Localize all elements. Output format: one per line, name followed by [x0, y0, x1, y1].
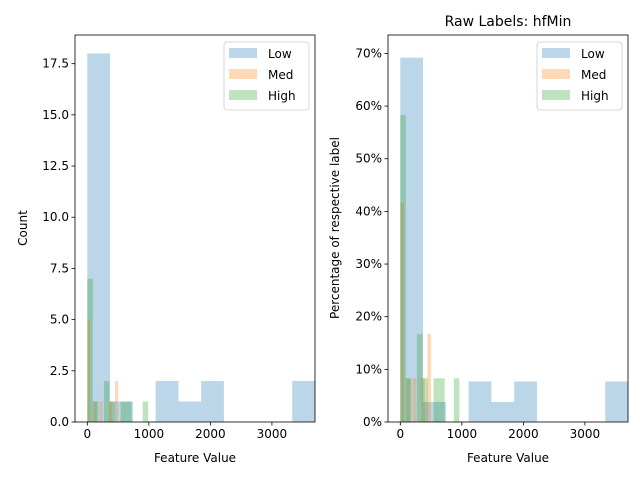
left-legend-swatch-med [229, 69, 257, 79]
left-x-tick-label-3: 3000 [257, 427, 288, 441]
right-y-tick-label-0: 0% [363, 415, 382, 429]
left-legend-swatch-low [229, 48, 257, 58]
left-y-tick-label-4: 10.0 [42, 210, 69, 224]
left-bar-high-2 [103, 381, 110, 422]
left-y-tick-label-0: 0.0 [50, 415, 69, 429]
left-bar-high-3 [109, 401, 115, 422]
right-bar-med-3 [421, 378, 425, 422]
left-bar-low-1 [110, 401, 133, 422]
left-bar-med-2 [99, 401, 103, 422]
right-legend: Low Med High [536, 41, 623, 111]
right-histogram: 0 1000 2000 3000 0% 10% 20% 30% 40% 50% 60% 70% Ra… [328, 14, 629, 465]
right-bar-high-5 [439, 378, 445, 422]
right-bar-low-0 [400, 57, 424, 422]
left-bars [87, 53, 315, 423]
right-bar-low-4 [514, 381, 537, 422]
left-legend-label-med: Med [268, 68, 293, 82]
right-x-ticks: 0 1000 2000 3000 [396, 422, 600, 441]
left-y-tick-label-6: 15.0 [42, 108, 69, 122]
left-axes-frame [74, 34, 316, 423]
right-legend-label-high: High [581, 89, 609, 103]
left-bar-low-3 [178, 401, 202, 422]
left-y-axis-label: Count [16, 210, 30, 246]
right-bar-med-2 [412, 378, 417, 422]
left-legend-label-high: High [268, 89, 296, 103]
left-bar-high-5 [126, 401, 132, 422]
right-x-tick-label-2: 2000 [508, 427, 539, 441]
right-legend-swatch-low [542, 48, 570, 58]
left-bar-med-3 [108, 401, 112, 422]
left-legend: Low Med High [223, 41, 310, 111]
right-bar-high-4 [433, 378, 440, 422]
left-bar-high-1 [92, 401, 99, 422]
right-y-tick-label-7: 70% [355, 46, 382, 60]
left-bar-med-1 [93, 401, 97, 422]
right-legend-swatch-med [542, 69, 570, 79]
left-bar-high-4 [120, 401, 127, 422]
left-y-tick-label-1: 2.5 [50, 364, 69, 378]
right-bar-high-1 [405, 378, 412, 422]
right-bar-high-2 [416, 334, 423, 422]
right-legend-swatch-high [542, 90, 570, 100]
right-x-tick-label-1: 1000 [447, 427, 478, 441]
left-bar-high-6 [142, 401, 149, 422]
left-x-tick-label-0: 0 [83, 427, 91, 441]
right-x-tick-label-0: 0 [396, 427, 404, 441]
right-y-ticks: 0% 10% 20% 30% 40% 50% 60% 70% [355, 46, 388, 429]
right-bars [400, 57, 628, 422]
left-y-tick-label-2: 5.0 [50, 313, 69, 327]
left-histogram: 0 1000 2000 3000 0.0 2.5 5.0 7.5 10.0 12.5 15.0 17… [16, 34, 316, 465]
right-x-tick-label-3: 3000 [570, 427, 601, 441]
right-y-axis-label: Percentage of respective label [328, 137, 342, 319]
right-y-tick-label-6: 60% [355, 99, 382, 113]
left-bar-low-4 [201, 381, 224, 422]
right-bar-low-2 [468, 381, 492, 422]
right-y-tick-label-4: 40% [355, 204, 382, 218]
left-x-ticks: 0 1000 2000 3000 [83, 422, 287, 441]
left-y-tick-label-3: 7.5 [50, 261, 69, 275]
right-bar-low-5 [605, 381, 628, 422]
left-legend-label-low: Low [268, 47, 292, 61]
left-x-axis-label: Feature Value [154, 451, 236, 465]
right-y-tick-label-2: 20% [355, 310, 382, 324]
left-bar-med-4 [115, 381, 119, 422]
right-chart-title: Raw Labels: hfMin [445, 14, 572, 30]
left-legend-swatch-high [229, 90, 257, 100]
left-x-tick-label-1: 1000 [134, 427, 165, 441]
right-y-tick-label-5: 50% [355, 152, 382, 166]
left-x-tick-label-2: 2000 [195, 427, 226, 441]
right-bar-med-4 [427, 334, 432, 422]
left-legend-box [223, 41, 310, 111]
left-y-tick-label-7: 17.5 [42, 57, 69, 71]
right-bar-high-6 [453, 378, 460, 422]
right-legend-box [536, 41, 623, 111]
left-bar-high-0 [87, 278, 93, 422]
right-y-tick-label-1: 10% [355, 362, 382, 376]
left-y-tick-label-5: 12.5 [42, 159, 69, 173]
left-bar-med-0 [87, 319, 91, 422]
right-bar-high-0 [400, 115, 406, 422]
right-legend-label-low: Low [581, 47, 605, 61]
left-bar-low-0 [87, 53, 111, 423]
right-bar-low-3 [491, 401, 515, 422]
right-axes-frame [387, 34, 629, 423]
left-bar-low-2 [155, 381, 179, 422]
right-bar-high-3 [422, 378, 428, 422]
left-bar-low-5 [292, 381, 315, 422]
right-bar-low-1 [423, 401, 446, 422]
right-bar-med-1 [406, 378, 411, 422]
right-legend-label-med: Med [581, 68, 606, 82]
left-y-ticks: 0.0 2.5 5.0 7.5 10.0 12.5 15.0 17.5 [42, 57, 75, 429]
right-x-axis-label: Feature Value [467, 451, 549, 465]
right-y-tick-label-3: 30% [355, 257, 382, 271]
right-bar-med-0 [400, 202, 404, 422]
